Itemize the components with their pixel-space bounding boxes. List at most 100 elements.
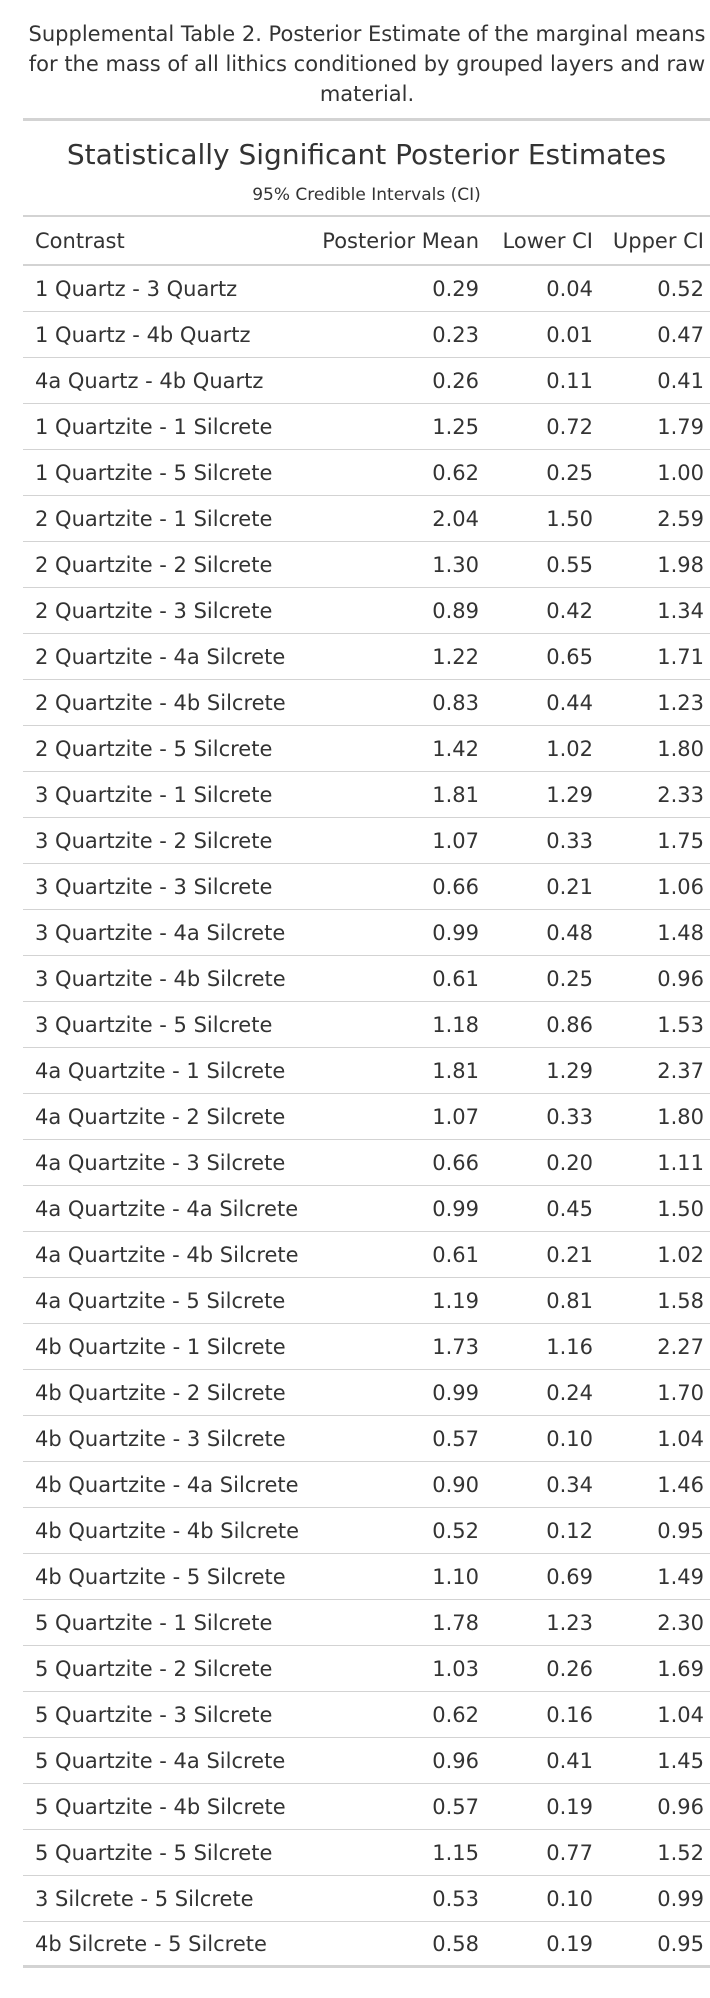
cell-contrast: 4b Quartzite - 3 Silcrete	[35, 1426, 286, 1451]
table-row: 1 Quartzite - 1 Silcrete 1.25 0.72 1.79	[23, 404, 710, 450]
cell-upper-ci: 0.95	[657, 1931, 704, 1956]
cell-upper-ci: 1.34	[657, 598, 704, 623]
table-row: 5 Quartzite - 1 Silcrete 1.78 1.23 2.30	[23, 1600, 710, 1646]
cell-upper-ci: 1.11	[657, 1150, 704, 1175]
cell-posterior-mean: 1.22	[432, 644, 479, 669]
cell-posterior-mean: 0.99	[432, 920, 479, 945]
cell-posterior-mean: 1.19	[432, 1288, 479, 1313]
cell-lower-ci: 0.65	[546, 644, 593, 669]
cell-lower-ci: 0.72	[546, 414, 593, 439]
cell-contrast: 1 Quartz - 4b Quartz	[35, 322, 251, 347]
header-lower-ci: Lower CI	[502, 228, 593, 253]
cell-contrast: 2 Quartzite - 4a Silcrete	[35, 644, 286, 669]
cell-contrast: 3 Quartzite - 3 Silcrete	[35, 874, 273, 899]
table-subtitle: 95% Credible Intervals (CI)	[252, 185, 481, 205]
cell-contrast: 4b Quartzite - 4a Silcrete	[35, 1472, 299, 1497]
cell-upper-ci: 1.69	[657, 1656, 704, 1681]
cell-contrast: 3 Quartzite - 4b Silcrete	[35, 966, 286, 991]
cell-upper-ci: 0.96	[657, 966, 704, 991]
table-row: 2 Quartzite - 2 Silcrete 1.30 0.55 1.98	[23, 542, 710, 588]
cell-contrast: 4a Quartz - 4b Quartz	[35, 368, 264, 393]
cell-contrast: 2 Quartzite - 2 Silcrete	[35, 552, 273, 577]
cell-upper-ci: 1.80	[657, 736, 704, 761]
cell-contrast: 4a Quartzite - 2 Silcrete	[35, 1104, 286, 1129]
cell-contrast: 4a Quartzite - 5 Silcrete	[35, 1288, 286, 1313]
cell-lower-ci: 0.01	[546, 322, 593, 347]
cell-contrast: 4a Quartzite - 1 Silcrete	[35, 1058, 286, 1083]
table-row: 3 Quartzite - 2 Silcrete 1.07 0.33 1.75	[23, 818, 710, 864]
table-row: 3 Quartzite - 5 Silcrete 1.18 0.86 1.53	[23, 1002, 710, 1048]
cell-upper-ci: 1.58	[657, 1288, 704, 1313]
table-title: Statistically Significant Posterior Esti…	[66, 138, 667, 171]
cell-contrast: 4a Quartzite - 3 Silcrete	[35, 1150, 286, 1175]
cell-posterior-mean: 1.81	[432, 1058, 479, 1083]
cell-contrast: 4b Quartzite - 4b Silcrete	[35, 1518, 300, 1543]
cell-upper-ci: 1.45	[657, 1748, 704, 1773]
cell-lower-ci: 0.20	[546, 1150, 593, 1175]
cell-posterior-mean: 0.99	[432, 1380, 479, 1405]
cell-posterior-mean: 1.10	[432, 1564, 479, 1589]
cell-contrast: 4a Quartzite - 4b Silcrete	[35, 1242, 299, 1267]
table-row: 5 Quartzite - 4b Silcrete 0.57 0.19 0.96	[23, 1784, 710, 1830]
cell-upper-ci: 1.04	[657, 1702, 704, 1727]
cell-lower-ci: 0.21	[546, 1242, 593, 1267]
cell-lower-ci: 1.02	[546, 736, 593, 761]
table-row: 2 Quartzite - 4a Silcrete 1.22 0.65 1.71	[23, 634, 710, 680]
cell-lower-ci: 0.04	[546, 276, 593, 301]
cell-posterior-mean: 0.58	[432, 1931, 479, 1956]
cell-posterior-mean: 0.99	[432, 1196, 479, 1221]
cell-upper-ci: 2.30	[657, 1610, 704, 1635]
cell-posterior-mean: 1.07	[432, 828, 479, 853]
cell-upper-ci: 0.41	[657, 368, 704, 393]
cell-contrast: 4b Quartzite - 2 Silcrete	[35, 1380, 286, 1405]
table-row: 2 Quartzite - 5 Silcrete 1.42 1.02 1.80	[23, 726, 710, 772]
cell-lower-ci: 0.25	[546, 460, 593, 485]
table-body: 1 Quartz - 3 Quartz 0.29 0.04 0.52 1 Quartz …	[23, 266, 710, 1968]
table-row: 4b Quartzite - 4a Silcrete 0.90 0.34 1.46	[23, 1462, 710, 1508]
cell-upper-ci: 1.46	[657, 1472, 704, 1497]
cell-contrast: 5 Quartzite - 1 Silcrete	[35, 1610, 273, 1635]
cell-lower-ci: 0.26	[546, 1656, 593, 1681]
table-row: 4b Silcrete - 5 Silcrete 0.58 0.19 0.95	[23, 1922, 710, 1968]
header-contrast: Contrast	[35, 228, 125, 253]
cell-contrast: 1 Quartzite - 1 Silcrete	[35, 414, 273, 439]
header-upper-ci: Upper CI	[612, 228, 704, 253]
table-row: 2 Quartzite - 1 Silcrete 2.04 1.50 2.59	[23, 496, 710, 542]
cell-lower-ci: 0.81	[546, 1288, 593, 1313]
table-row: 4a Quartz - 4b Quartz 0.26 0.11 0.41	[23, 358, 710, 404]
cell-contrast: 4b Silcrete - 5 Silcrete	[35, 1931, 267, 1956]
cell-posterior-mean: 1.15	[432, 1840, 479, 1865]
cell-upper-ci: 1.98	[657, 552, 704, 577]
cell-lower-ci: 1.16	[546, 1334, 593, 1359]
cell-lower-ci: 0.12	[546, 1518, 593, 1543]
cell-posterior-mean: 0.26	[432, 368, 479, 393]
table-row: 3 Quartzite - 4b Silcrete 0.61 0.25 0.96	[23, 956, 710, 1002]
cell-lower-ci: 0.77	[546, 1840, 593, 1865]
cell-contrast: 3 Quartzite - 5 Silcrete	[35, 1012, 273, 1037]
cell-posterior-mean: 0.53	[432, 1886, 479, 1911]
table-row: 5 Quartzite - 5 Silcrete 1.15 0.77 1.52	[23, 1830, 710, 1876]
cell-posterior-mean: 0.90	[432, 1472, 479, 1497]
cell-upper-ci: 1.52	[657, 1840, 704, 1865]
cell-lower-ci: 0.10	[546, 1886, 593, 1911]
cell-posterior-mean: 1.73	[432, 1334, 479, 1359]
table-row: 4b Quartzite - 1 Silcrete 1.73 1.16 2.27	[23, 1324, 710, 1370]
table-row: 4b Quartzite - 3 Silcrete 0.57 0.10 1.04	[23, 1416, 710, 1462]
cell-lower-ci: 0.86	[546, 1012, 593, 1037]
results-table: Statistically Significant Posterior Esti…	[23, 118, 710, 1968]
cell-lower-ci: 1.29	[546, 1058, 593, 1083]
cell-lower-ci: 0.21	[546, 874, 593, 899]
cell-upper-ci: 0.52	[657, 276, 704, 301]
table-caption: Supplemental Table 2. Posterior Estimate…	[28, 22, 706, 106]
cell-lower-ci: 0.33	[546, 1104, 593, 1129]
cell-posterior-mean: 0.23	[432, 322, 479, 347]
cell-posterior-mean: 0.57	[432, 1794, 479, 1819]
table-row: 1 Quartz - 4b Quartz 0.23 0.01 0.47	[23, 312, 710, 358]
cell-posterior-mean: 1.18	[432, 1012, 479, 1037]
cell-upper-ci: 1.79	[657, 414, 704, 439]
table-row: 4a Quartzite - 2 Silcrete 1.07 0.33 1.80	[23, 1094, 710, 1140]
cell-posterior-mean: 0.89	[432, 598, 479, 623]
cell-posterior-mean: 0.29	[432, 276, 479, 301]
table-row: 5 Quartzite - 2 Silcrete 1.03 0.26 1.69	[23, 1646, 710, 1692]
cell-upper-ci: 1.71	[657, 644, 704, 669]
